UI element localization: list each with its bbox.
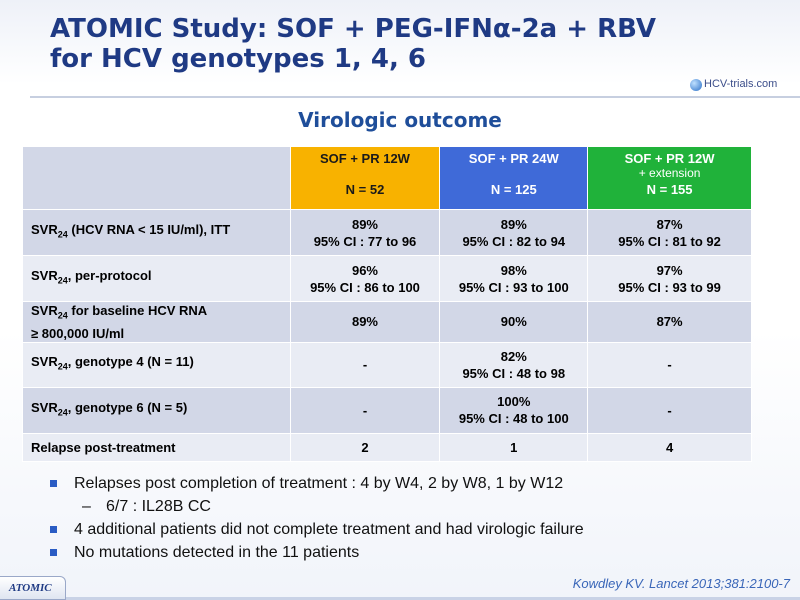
table-cell: 87% xyxy=(587,301,752,343)
table-cell: - xyxy=(289,341,441,388)
square-bullet-icon xyxy=(50,480,57,487)
table-cell: 97% 95% CI : 93 to 99 xyxy=(587,255,752,302)
row-label: Relapse post-treatment xyxy=(22,432,291,462)
table-row: SVR24, genotype 4 (N = 11) - 82% 95% CI :… xyxy=(22,341,752,388)
slide-title: ATOMIC Study: SOF + PEG-IFNα-2a + RBV fo… xyxy=(50,14,656,74)
col-header-n: N = 125 xyxy=(490,182,537,197)
list-item: 4 additional patients did not complete t… xyxy=(48,518,584,541)
col-header-label: SOF + PR 12W xyxy=(624,151,715,166)
header-blank-cell xyxy=(22,146,291,210)
list-item: Relapses post completion of treatment : … xyxy=(48,472,584,495)
footer-divider xyxy=(66,597,800,600)
list-item: No mutations detected in the 11 patients xyxy=(48,541,584,564)
col-header-sublabel xyxy=(444,166,583,180)
table-row: Relapse post-treatment 2 1 4 xyxy=(22,432,752,462)
table-row: SVR24, per-protocol 96% 95% CI : 86 to 10… xyxy=(22,255,752,302)
citation: Kowdley KV. Lancet 2013;381:2100-7 xyxy=(572,576,790,591)
dash-bullet-icon: – xyxy=(82,498,91,515)
table-cell: 98% 95% CI : 93 to 100 xyxy=(439,255,589,302)
bullet-list: Relapses post completion of treatment : … xyxy=(48,472,584,564)
table-cell: 89% 95% CI : 82 to 94 xyxy=(439,209,589,256)
col-header-label: SOF + PR 12W xyxy=(320,151,410,166)
col-header-sof-pr-24w: SOF + PR 24W N = 125 xyxy=(439,146,589,210)
title-line-1: ATOMIC Study: SOF + PEG-IFNα-2a + RBV xyxy=(50,14,656,44)
table-cell: 89% xyxy=(289,301,441,343)
list-sub-item: – 6/7 : IL28B CC xyxy=(48,495,584,518)
title-line-2: for HCV genotypes 1, 4, 6 xyxy=(50,44,426,74)
table-row: SVR24, genotype 6 (N = 5) - 100% 95% CI :… xyxy=(22,386,752,434)
col-header-sublabel xyxy=(295,166,436,180)
table-cell: 100% 95% CI : 48 to 100 xyxy=(439,386,589,434)
col-header-label: SOF + PR 24W xyxy=(468,151,559,166)
row-label: SVR24 (HCV RNA < 15 IU/ml), ITT xyxy=(22,209,291,256)
table-cell: 90% xyxy=(439,301,589,343)
table-cell: 82% 95% CI : 48 to 98 xyxy=(439,341,589,388)
table-row: SVR24 (HCV RNA < 15 IU/ml), ITT 89% 95% C… xyxy=(22,209,752,256)
study-tab: ATOMIC xyxy=(0,576,66,600)
table-cell: - xyxy=(587,386,752,434)
table-row: SVR24 for baseline HCV RNA ≥ 800,000 IU/m… xyxy=(22,301,752,343)
hcv-trials-logo: HCV-trials.com xyxy=(690,78,800,96)
table-cell: 1 xyxy=(439,432,589,462)
col-header-sof-pr-12w: SOF + PR 12W N = 52 xyxy=(289,146,441,210)
outcome-table: SOF + PR 12W N = 52 SOF + PR 24W N = 125… xyxy=(22,146,752,462)
row-label: SVR24 for baseline HCV RNA ≥ 800,000 IU/m… xyxy=(22,301,291,343)
row-label: SVR24, genotype 4 (N = 11) xyxy=(22,341,291,388)
table-cell: 96% 95% CI : 86 to 100 xyxy=(289,255,441,302)
table-cell: 89% 95% CI : 77 to 96 xyxy=(289,209,441,256)
table-cell: - xyxy=(289,386,441,434)
logo-text: HCV-trials.com xyxy=(704,78,778,90)
col-header-sof-pr-12w-extension: SOF + PR 12W + extension N = 155 xyxy=(587,146,752,210)
header-divider xyxy=(30,96,800,98)
study-tab-label: ATOMIC xyxy=(9,582,52,594)
square-bullet-icon xyxy=(50,549,57,556)
col-header-n: N = 155 xyxy=(646,182,693,197)
table-header-row: SOF + PR 12W N = 52 SOF + PR 24W N = 125… xyxy=(22,146,752,210)
table-cell: - xyxy=(587,341,752,388)
row-label: SVR24, per-protocol xyxy=(22,255,291,302)
col-header-sublabel: + extension xyxy=(638,166,701,180)
header-band xyxy=(0,0,800,84)
globe-icon xyxy=(690,79,702,91)
table-cell: 87% 95% CI : 81 to 92 xyxy=(587,209,752,256)
square-bullet-icon xyxy=(50,526,57,533)
table-cell: 4 xyxy=(587,432,752,462)
section-subtitle: Virologic outcome xyxy=(298,108,502,132)
row-label: SVR24, genotype 6 (N = 5) xyxy=(22,386,291,434)
col-header-n: N = 52 xyxy=(345,182,385,197)
table-cell: 2 xyxy=(289,432,441,462)
